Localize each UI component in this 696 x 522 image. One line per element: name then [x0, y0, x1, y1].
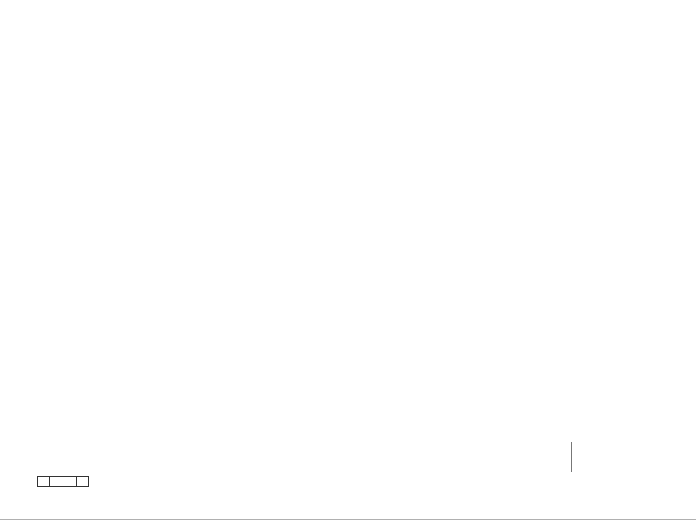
bottom-rule: [0, 519, 696, 520]
logo-block: [535, 442, 578, 472]
choropleth-map: [130, 0, 580, 500]
scale-bar: [37, 476, 94, 487]
map: [130, 0, 580, 500]
logo-divider: [571, 442, 572, 472]
scale-bar-tick: [76, 477, 77, 486]
flag-column: [535, 442, 565, 472]
comunidad-madrid-flag-icon: [535, 442, 563, 470]
scale-bar-tick: [49, 477, 50, 486]
scale-bar-rule: [37, 476, 89, 487]
